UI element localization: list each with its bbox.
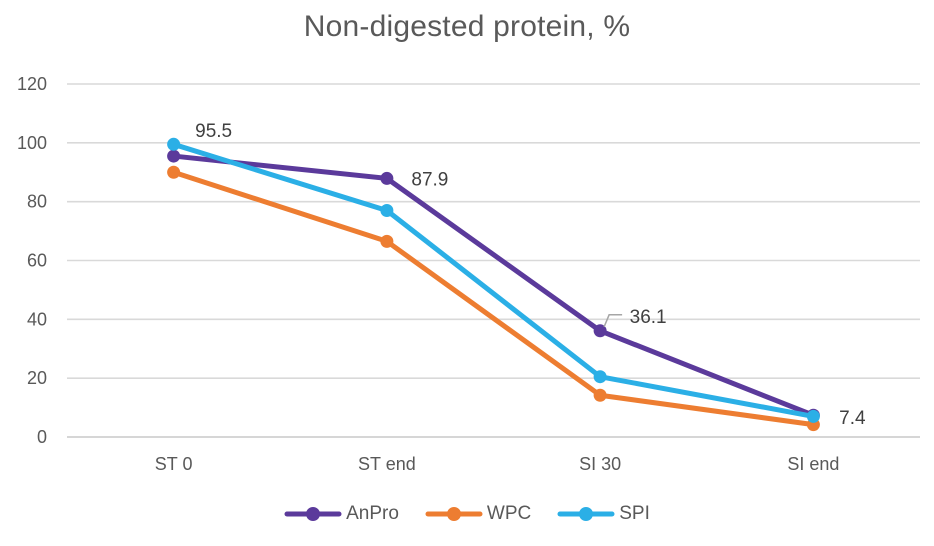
data-label-leader-line bbox=[603, 314, 623, 328]
legend-line-marker-icon bbox=[425, 507, 483, 521]
series-marker-spi bbox=[167, 137, 181, 151]
legend-item-wpc: WPC bbox=[425, 503, 531, 525]
series-marker-wpc bbox=[593, 388, 607, 402]
series-marker-anpro bbox=[167, 149, 181, 163]
y-tick-label: 0 bbox=[37, 427, 47, 447]
series-marker-anpro bbox=[380, 171, 394, 185]
data-label: 36.1 bbox=[630, 307, 667, 328]
x-category-label: ST 0 bbox=[155, 454, 193, 474]
series-line-wpc bbox=[171, 169, 816, 428]
x-category-label: SI end bbox=[787, 454, 839, 474]
series-marker-spi bbox=[593, 370, 607, 384]
series-line-anpro bbox=[171, 153, 816, 418]
data-label: 7.4 bbox=[839, 408, 866, 429]
legend: AnPro WPC SPI bbox=[0, 503, 934, 525]
y-tick-label: 20 bbox=[27, 368, 47, 388]
y-tick-label: 100 bbox=[17, 133, 47, 153]
series-marker-spi bbox=[380, 203, 394, 217]
y-tick-label: 60 bbox=[27, 251, 47, 271]
chart-title: Non-digested protein, % bbox=[303, 10, 631, 43]
legend-item-spi: SPI bbox=[557, 503, 650, 525]
data-label: 87.9 bbox=[411, 169, 448, 190]
series-marker-wpc bbox=[167, 165, 181, 179]
legend-line-marker-icon bbox=[284, 507, 342, 521]
legend-item-anpro: AnPro bbox=[284, 503, 399, 525]
legend-item-label: WPC bbox=[486, 503, 532, 524]
legend-line-marker-icon bbox=[557, 507, 615, 521]
series-line-spi bbox=[171, 141, 816, 419]
y-tick-label: 120 bbox=[17, 74, 47, 94]
legend-item-label: AnPro bbox=[346, 503, 399, 524]
x-category-label: SI 30 bbox=[579, 454, 621, 474]
data-label: 95.5 bbox=[195, 121, 232, 142]
y-tick-label: 40 bbox=[27, 309, 47, 329]
series-marker-wpc bbox=[380, 234, 394, 248]
y-tick-label: 80 bbox=[27, 192, 47, 212]
x-category-label: ST end bbox=[358, 454, 416, 474]
series-marker-anpro bbox=[593, 324, 607, 338]
legend-item-label: SPI bbox=[619, 503, 650, 524]
series-marker-spi bbox=[806, 409, 820, 423]
